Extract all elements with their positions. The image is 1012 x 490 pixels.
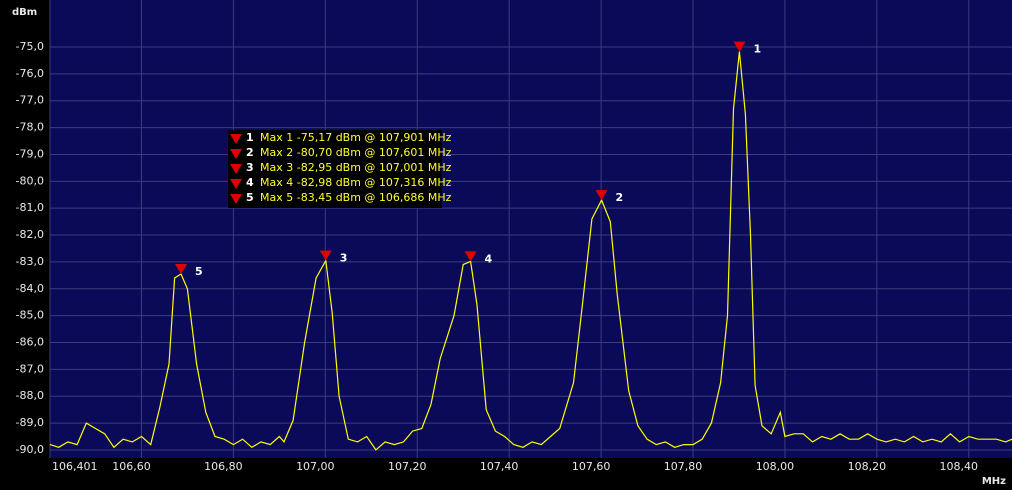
y-tick-label: -82,0 bbox=[16, 228, 44, 241]
y-tick-label: -77,0 bbox=[16, 94, 44, 107]
legend-text: Max 3 -82,95 dBm @ 107,001 MHz bbox=[260, 161, 452, 174]
peak-marker bbox=[464, 251, 477, 262]
y-tick-label: -85,0 bbox=[16, 309, 44, 322]
legend-number: 5 bbox=[246, 191, 254, 204]
x-axis-label: MHz bbox=[982, 476, 1006, 487]
y-tick-label: -78,0 bbox=[16, 121, 44, 134]
x-tick-label: 106,60 bbox=[112, 460, 151, 473]
peak-marker bbox=[319, 250, 332, 261]
y-tick-label: -81,0 bbox=[16, 201, 44, 214]
x-tick-label: 106,401 bbox=[52, 460, 98, 473]
legend-text: Max 2 -80,70 dBm @ 107,601 MHz bbox=[260, 146, 452, 159]
legend-number: 2 bbox=[246, 146, 254, 159]
y-axis-label: dBm bbox=[12, 7, 37, 18]
trace-line bbox=[49, 51, 1012, 451]
x-tick-label: 107,00 bbox=[296, 460, 335, 473]
plot-background bbox=[50, 0, 1012, 458]
peak-marker bbox=[595, 190, 608, 201]
y-tick-label: -87,0 bbox=[16, 362, 44, 375]
legend-marker bbox=[230, 194, 242, 204]
x-tick-label: 106,80 bbox=[204, 460, 243, 473]
y-tick-label: -90,0 bbox=[16, 443, 44, 456]
legend-number: 3 bbox=[246, 161, 254, 174]
legend-number: 4 bbox=[246, 176, 254, 189]
legend-marker bbox=[230, 149, 242, 159]
x-tick-label: 107,80 bbox=[664, 460, 703, 473]
x-tick-label: 107,40 bbox=[480, 460, 519, 473]
peak-marker bbox=[733, 41, 746, 52]
y-tick-label: -80,0 bbox=[16, 174, 44, 187]
legend-text: Max 4 -82,98 dBm @ 107,316 MHz bbox=[260, 176, 452, 189]
legend-marker bbox=[230, 179, 242, 189]
x-tick-label: 107,20 bbox=[388, 460, 427, 473]
marker-number: 3 bbox=[340, 252, 348, 265]
peak-marker bbox=[174, 263, 187, 274]
y-tick-label: -83,0 bbox=[16, 255, 44, 268]
y-tick-label: -76,0 bbox=[16, 67, 44, 80]
legend-text: Max 1 -75,17 dBm @ 107,901 MHz bbox=[260, 131, 452, 144]
y-tick-label: -84,0 bbox=[16, 282, 44, 295]
x-tick-label: 108,00 bbox=[756, 460, 795, 473]
marker-number: 4 bbox=[485, 252, 493, 265]
y-tick-label: -89,0 bbox=[16, 416, 44, 429]
marker-number: 1 bbox=[753, 43, 761, 56]
y-tick-label: -88,0 bbox=[16, 389, 44, 402]
marker-number: 2 bbox=[616, 191, 624, 204]
y-tick-label: -79,0 bbox=[16, 147, 44, 160]
legend-text: Max 5 -83,45 dBm @ 106,686 MHz bbox=[260, 191, 452, 204]
legend-background bbox=[228, 130, 442, 208]
x-tick-label: 108,20 bbox=[848, 460, 887, 473]
x-tick-label: 108,40 bbox=[940, 460, 979, 473]
y-tick-label: -75,0 bbox=[16, 40, 44, 53]
legend-number: 1 bbox=[246, 131, 254, 144]
legend-marker bbox=[230, 164, 242, 174]
marker-number: 5 bbox=[195, 265, 203, 278]
marker-legend: 1 Max 1 -75,17 dBm @ 107,901 MHz 2 Max 2 -8… bbox=[228, 130, 452, 208]
legend-marker bbox=[230, 134, 242, 144]
y-tick-label: -86,0 bbox=[16, 335, 44, 348]
x-tick-label: 107,60 bbox=[572, 460, 611, 473]
